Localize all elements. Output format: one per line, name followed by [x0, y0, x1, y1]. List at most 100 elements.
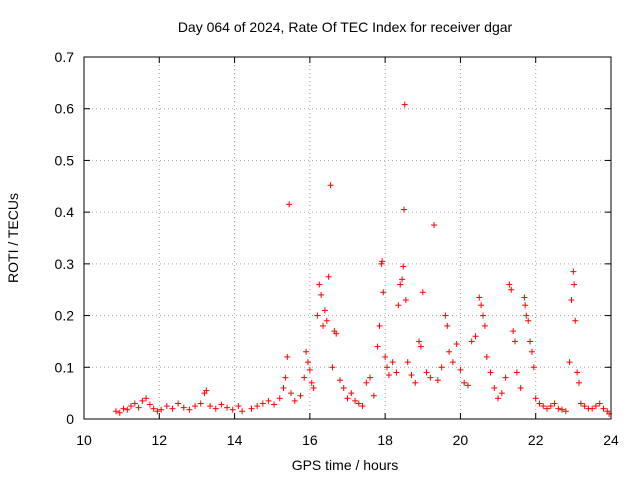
y-tick-label: 0.5: [55, 152, 75, 168]
data-point: [525, 317, 532, 324]
data-point: [146, 401, 153, 408]
data-point: [265, 397, 272, 404]
data-point: [131, 400, 138, 407]
data-point: [393, 369, 400, 376]
data-point: [399, 276, 406, 283]
data-point: [116, 409, 123, 416]
x-tick-label: 18: [377, 432, 393, 448]
data-point: [124, 406, 131, 413]
points-layer: [112, 101, 613, 417]
x-tick-label: 14: [227, 432, 243, 448]
data-point: [380, 289, 387, 296]
data-point: [212, 405, 219, 412]
data-point: [487, 369, 494, 376]
y-tick-label: 0.4: [55, 204, 75, 220]
y-tick-label: 0.3: [55, 256, 75, 272]
data-point: [491, 384, 498, 391]
data-point: [367, 374, 374, 381]
data-point: [506, 281, 513, 288]
data-point: [239, 408, 246, 415]
x-tick-label: 16: [302, 432, 318, 448]
data-point: [336, 377, 343, 384]
data-point: [374, 343, 381, 350]
data-point: [303, 348, 310, 355]
data-point: [282, 374, 289, 381]
data-point: [276, 395, 283, 402]
data-point: [348, 390, 355, 397]
data-point: [449, 359, 456, 366]
data-point: [395, 302, 402, 309]
data-point: [600, 405, 607, 412]
data-point: [536, 400, 543, 407]
data-point: [397, 281, 404, 288]
data-point: [517, 384, 524, 391]
data-point: [596, 400, 603, 407]
data-point: [566, 359, 573, 366]
data-point: [203, 387, 210, 394]
data-point: [404, 359, 411, 366]
y-tick-label: 0.6: [55, 101, 75, 117]
data-point: [572, 317, 579, 324]
data-point: [344, 395, 351, 402]
data-point: [498, 390, 505, 397]
data-point: [192, 403, 199, 410]
data-point: [143, 395, 150, 402]
data-point: [139, 397, 146, 404]
data-point: [382, 353, 389, 360]
data-point: [286, 201, 293, 208]
data-point: [197, 400, 204, 407]
data-point: [254, 403, 261, 410]
data-point: [544, 405, 551, 412]
data-point: [297, 392, 304, 399]
data-point: [592, 403, 599, 410]
x-axis-label: GPS time / hours: [292, 457, 399, 473]
data-point: [306, 366, 313, 373]
data-point: [400, 263, 407, 270]
data-point: [291, 397, 298, 404]
data-point: [453, 341, 460, 348]
data-point: [112, 408, 119, 415]
data-point: [235, 403, 242, 410]
y-tick-label: 0.1: [55, 359, 75, 375]
data-point: [248, 405, 255, 412]
data-point: [163, 403, 170, 410]
y-axis-label: ROTI / TECUs: [5, 193, 21, 283]
data-point: [314, 312, 321, 319]
data-point: [444, 322, 451, 329]
data-point: [508, 286, 515, 293]
data-point: [355, 400, 362, 407]
data-point: [378, 260, 385, 267]
data-point: [412, 379, 419, 386]
data-point: [280, 384, 287, 391]
data-point: [512, 338, 519, 345]
data-point: [551, 400, 558, 407]
data-point: [528, 348, 535, 355]
data-point: [530, 364, 537, 371]
data-point: [323, 317, 330, 324]
data-point: [316, 281, 323, 288]
data-point: [359, 403, 366, 410]
data-point: [457, 366, 464, 373]
data-point: [547, 403, 554, 410]
data-point: [442, 312, 449, 319]
data-point: [175, 400, 182, 407]
data-point: [340, 384, 347, 391]
data-point: [571, 281, 578, 288]
data-point: [301, 374, 308, 381]
data-point: [120, 405, 127, 412]
data-point: [389, 359, 396, 366]
data-point: [472, 333, 479, 340]
data-point: [370, 392, 377, 399]
data-point: [513, 369, 520, 376]
data-point: [304, 359, 311, 366]
data-point: [510, 328, 517, 335]
data-point: [438, 364, 445, 371]
data-point: [427, 374, 434, 381]
data-point: [521, 294, 528, 301]
data-point: [402, 297, 409, 304]
data-point: [320, 322, 327, 329]
data-point: [180, 404, 187, 411]
data-point: [352, 397, 359, 404]
x-tick-label: 24: [603, 432, 619, 448]
data-point: [376, 322, 383, 329]
